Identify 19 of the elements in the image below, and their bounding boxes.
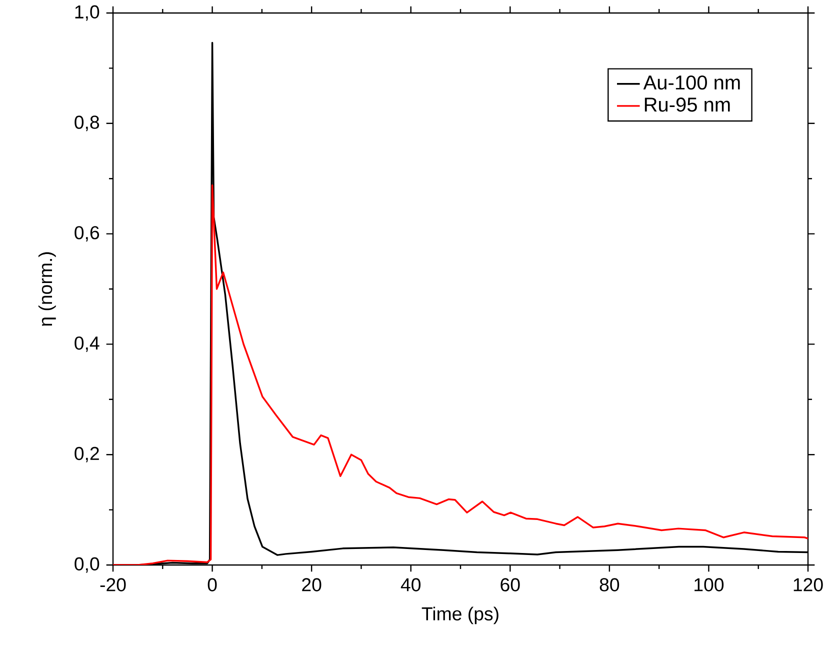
y-tick-label: 0,2 — [74, 446, 99, 462]
y-tick-label: 1,0 — [75, 5, 100, 21]
x-tick-label: 0 — [208, 578, 217, 592]
line-series — [113, 184, 808, 565]
x-tick-label: 60 — [500, 578, 520, 592]
y-tick-label: 0,0 — [74, 557, 100, 573]
y-tick-label: 0,4 — [74, 336, 100, 352]
y-tick-label: 0,8 — [74, 116, 100, 132]
x-tick-label: -20 — [100, 578, 126, 592]
x-axis-title: Time (ps) — [422, 606, 498, 624]
x-tick-label: 40 — [400, 578, 421, 592]
x-tick-label: 80 — [600, 578, 620, 592]
legend-label: Au-100 nm — [643, 75, 740, 90]
y-tick-label: 0,6 — [74, 226, 100, 242]
x-tick-label: 120 — [794, 578, 823, 592]
x-tick-label: 20 — [302, 578, 322, 592]
x-tick-label: 100 — [694, 578, 724, 592]
legend-label: Ru-95 nm — [644, 98, 730, 112]
y-axis-title: η (norm.) — [38, 252, 56, 326]
